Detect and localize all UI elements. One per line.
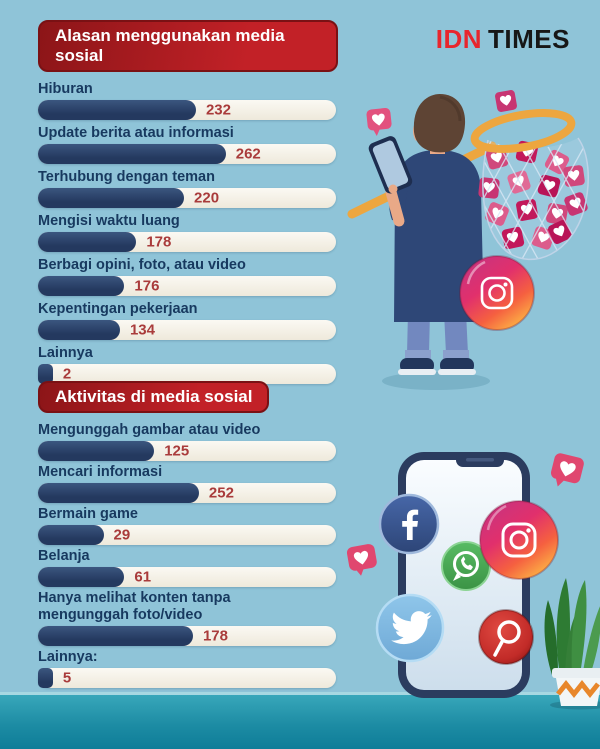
bar-track: 61 [38, 567, 336, 587]
section-title-banner: Alasan menggunakan media sosial [38, 20, 338, 72]
bar-label: Terhubung dengan teman [38, 169, 215, 185]
logo-times: TIMES [488, 24, 570, 54]
bar-value: 125 [164, 442, 190, 460]
bar-value: 252 [208, 484, 234, 502]
handheld-phone [368, 136, 413, 194]
bar-fill [38, 320, 120, 340]
bar-row: Mengunggah gambar atau video 125 [38, 422, 338, 461]
bar-label: Update berita atau informasi [38, 125, 234, 141]
bar-label: Kepentingan pekerjaan [38, 301, 198, 317]
bar-fill [38, 668, 53, 688]
bar-track: 262 [38, 144, 336, 164]
section-title-banner: Aktivitas di media sosial [38, 381, 270, 413]
bar-list: Mengunggah gambar atau video 125 Mencari i… [38, 422, 338, 688]
bar-value: 5 [62, 669, 72, 687]
bar-label: Mencari informasi [38, 464, 163, 480]
whatsapp-icon [441, 541, 491, 591]
person-arm-with-phone [368, 136, 413, 227]
like-heart-bubble-icon [366, 107, 392, 137]
bar-track: 125 [38, 441, 336, 461]
bar-fill [38, 188, 185, 208]
net-of-hearts [470, 89, 589, 261]
bar-value: 262 [235, 145, 261, 163]
bar-value: 176 [134, 277, 160, 295]
bar-row: Belanja 61 [38, 548, 338, 587]
like-heart-bubble-icon [550, 453, 584, 487]
facebook-icon [378, 493, 440, 555]
bar-label: Mengisi waktu luang [38, 213, 180, 229]
bar-label: Mengunggah gambar atau video [38, 422, 261, 438]
bar-label: Berbagi opini, foto, atau video [38, 257, 246, 273]
bar-row: Hanya melihat konten tanpa mengunggah fo… [38, 590, 338, 646]
bar-track: 176 [38, 276, 336, 296]
bar-fill [38, 626, 193, 646]
bar-row: Hiburan 232 [38, 81, 338, 120]
bar-value: 2 [62, 365, 72, 383]
bar-row: Terhubung dengan teman 220 [38, 169, 338, 208]
floor [0, 692, 600, 749]
bar-track: 252 [38, 483, 336, 503]
bar-row: Bermain game 29 [38, 506, 338, 545]
bar-label: Belanja [38, 548, 90, 564]
like-heart-bubble-icon [346, 544, 377, 576]
bar-fill [38, 100, 196, 120]
bar-list: Hiburan 232 Update berita atau informasi 26… [38, 81, 338, 384]
bar-fill [38, 276, 125, 296]
person-tshirt [394, 150, 484, 322]
bar-value: 29 [113, 526, 131, 544]
instagram-icon [479, 500, 559, 580]
bar-fill [38, 364, 53, 384]
bar-value: 220 [194, 189, 220, 207]
smartphone-social-icons-illustration [346, 452, 600, 710]
bar-row: Kepentingan pekerjaan 134 [38, 301, 338, 340]
bar-track: 134 [38, 320, 336, 340]
bar-label: Lainnya [38, 345, 93, 361]
bar-label: Hiburan [38, 81, 93, 97]
snake-plant [544, 578, 600, 710]
bar-fill [38, 483, 199, 503]
person-shadow [382, 372, 490, 390]
person-catching-likes-illustration [347, 89, 589, 390]
bar-track: 178 [38, 626, 336, 646]
instagram-badge-icon [459, 255, 535, 331]
bar-fill [38, 144, 226, 164]
twitter-icon [375, 593, 445, 663]
bar-track: 5 [38, 668, 336, 688]
bar-row: Lainnya: 5 [38, 649, 338, 688]
chart-section-aktivitas: Aktivitas di media sosial Mengunggah gam… [38, 381, 338, 691]
bar-row: Mengisi waktu luang 178 [38, 213, 338, 252]
bar-value: 178 [146, 233, 172, 251]
bar-track: 29 [38, 525, 336, 545]
bar-row: Lainnya 2 [38, 345, 338, 384]
bar-value: 61 [134, 568, 152, 586]
bar-label: Hanya melihat konten tanpa mengunggah fo… [38, 590, 231, 623]
idn-times-logo: IDN TIMES [436, 24, 570, 55]
bar-fill [38, 441, 155, 461]
net-hoop [470, 109, 576, 153]
bar-fill [38, 567, 125, 587]
chart-section-alasan: Alasan menggunakan media sosial Hiburan 2… [38, 20, 338, 389]
bar-label: Bermain game [38, 506, 138, 522]
bar-row: Berbagi opini, foto, atau video 176 [38, 257, 338, 296]
bar-row: Mencari informasi 252 [38, 464, 338, 503]
person-head [413, 94, 466, 154]
bar-label: Lainnya: [38, 649, 98, 665]
bar-track: 220 [38, 188, 336, 208]
bar-fill [38, 232, 137, 252]
bar-track: 178 [38, 232, 336, 252]
pinterest-icon [478, 609, 534, 665]
logo-idn: IDN [435, 24, 483, 54]
bar-value: 134 [129, 321, 155, 339]
person-legs [398, 312, 476, 375]
bar-value: 232 [205, 101, 231, 119]
bar-track: 2 [38, 364, 336, 384]
bar-fill [38, 525, 104, 545]
bar-row: Update berita atau informasi 262 [38, 125, 338, 164]
bar-value: 178 [202, 627, 228, 645]
bar-track: 232 [38, 100, 336, 120]
